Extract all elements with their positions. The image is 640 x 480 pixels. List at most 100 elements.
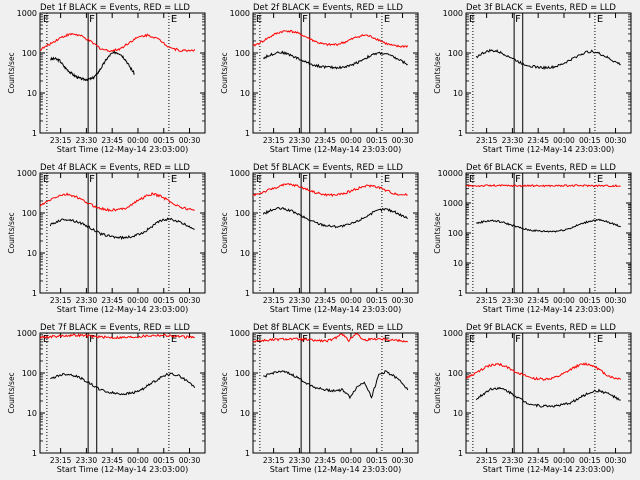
marker-label-e-left: E bbox=[469, 174, 475, 185]
marker-label-f: F bbox=[515, 14, 521, 25]
y-tick-label: 10 bbox=[27, 249, 37, 258]
plot-frame bbox=[39, 12, 206, 134]
x-tick-label: 23:45 bbox=[527, 136, 549, 145]
marker-label-f: F bbox=[302, 174, 308, 185]
y-tick-label: 1 bbox=[458, 449, 463, 458]
x-axis-label: Start Time (12-May-14 23:03:00) bbox=[483, 305, 614, 314]
x-tick-label: 00:15 bbox=[366, 136, 388, 145]
marker-label-e-left: E bbox=[256, 174, 262, 185]
x-tick-label: 00:30 bbox=[605, 456, 627, 465]
marker-label-f: F bbox=[89, 174, 95, 185]
plot-frame bbox=[252, 172, 419, 294]
series-events-line bbox=[475, 386, 621, 408]
y-tick-label: 1 bbox=[458, 129, 463, 138]
marker-label-e-left: E bbox=[256, 334, 262, 345]
x-tick-label: 00:00 bbox=[553, 136, 575, 145]
x-tick-label: 00:15 bbox=[153, 456, 175, 465]
x-tick-label: 23:45 bbox=[101, 456, 123, 465]
x-tick-label: 00:30 bbox=[605, 296, 627, 305]
x-tick-label: 00:30 bbox=[179, 136, 201, 145]
series-lld-line bbox=[39, 333, 195, 340]
x-tick-label: 23:30 bbox=[289, 296, 311, 305]
y-axis-label: Counts/sec bbox=[220, 372, 229, 413]
plot-frame bbox=[252, 332, 419, 454]
x-tick-label: 00:15 bbox=[579, 136, 601, 145]
x-tick-label: 23:15 bbox=[50, 136, 72, 145]
x-tick-label: 00:30 bbox=[392, 456, 414, 465]
x-tick-label: 00:00 bbox=[127, 136, 149, 145]
y-tick-label: 1000 bbox=[230, 9, 250, 18]
x-tick-label: 00:00 bbox=[553, 296, 575, 305]
y-tick-label: 100 bbox=[448, 229, 463, 238]
series-events-line bbox=[50, 372, 196, 396]
y-tick-label: 100 bbox=[448, 369, 463, 378]
x-tick-label: 00:15 bbox=[579, 456, 601, 465]
x-axis-label: Start Time (12-May-14 23:03:00) bbox=[57, 305, 188, 314]
x-axis-label: Start Time (12-May-14 23:03:00) bbox=[483, 465, 614, 474]
y-axis-label: Counts/sec bbox=[7, 212, 16, 253]
marker-label-e-left: E bbox=[469, 14, 475, 25]
series-lld-line bbox=[252, 29, 409, 49]
x-tick-label: 23:15 bbox=[476, 456, 498, 465]
series-lld-line bbox=[465, 362, 622, 381]
y-tick-label: 1000 bbox=[230, 169, 250, 178]
x-tick-label: 00:15 bbox=[153, 136, 175, 145]
series-lld-line bbox=[39, 32, 196, 53]
y-tick-label: 100 bbox=[22, 209, 37, 218]
y-tick-label: 100 bbox=[235, 369, 250, 378]
y-tick-label: 1000 bbox=[443, 199, 463, 208]
y-tick-label: 10 bbox=[453, 89, 463, 98]
x-tick-label: 23:30 bbox=[289, 136, 311, 145]
y-axis-label: Counts/sec bbox=[433, 212, 442, 253]
y-axis-label: Counts/sec bbox=[433, 52, 442, 93]
panel-title: Det 2f BLACK = Events, RED = LLD bbox=[253, 3, 403, 13]
x-tick-label: 00:00 bbox=[553, 456, 575, 465]
x-axis-label: Start Time (12-May-14 23:03:00) bbox=[57, 465, 188, 474]
marker-label-e-right: E bbox=[384, 14, 390, 25]
y-tick-label: 10 bbox=[240, 409, 250, 418]
y-tick-label: 1000 bbox=[443, 329, 463, 338]
y-axis-label: Counts/sec bbox=[220, 212, 229, 253]
x-tick-label: 00:00 bbox=[340, 296, 362, 305]
x-tick-label: 00:15 bbox=[153, 296, 175, 305]
marker-label-f: F bbox=[89, 334, 95, 345]
marker-label-e-left: E bbox=[43, 334, 49, 345]
plot-frame bbox=[252, 12, 419, 134]
series-events-line bbox=[263, 370, 409, 400]
x-axis-label: Start Time (12-May-14 23:03:00) bbox=[57, 145, 188, 154]
marker-label-f: F bbox=[302, 14, 308, 25]
series-events-line bbox=[262, 206, 408, 229]
x-tick-label: 00:30 bbox=[179, 456, 201, 465]
panel-title: Det 6f BLACK = Events, RED = LLD bbox=[466, 163, 616, 173]
marker-label-e-left: E bbox=[43, 14, 49, 25]
x-tick-label: 23:15 bbox=[50, 296, 72, 305]
x-tick-label: 23:30 bbox=[289, 456, 311, 465]
x-tick-label: 23:45 bbox=[527, 456, 549, 465]
x-axis-label: Start Time (12-May-14 23:03:00) bbox=[270, 465, 401, 474]
y-tick-label: 1 bbox=[32, 449, 37, 458]
marker-label-e-right: E bbox=[597, 334, 603, 345]
y-axis-label: Counts/sec bbox=[220, 52, 229, 93]
x-tick-label: 00:30 bbox=[392, 296, 414, 305]
x-tick-label: 23:45 bbox=[314, 296, 336, 305]
x-tick-label: 00:30 bbox=[179, 296, 201, 305]
panel-title: Det 4f BLACK = Events, RED = LLD bbox=[40, 163, 190, 173]
y-tick-label: 100 bbox=[448, 49, 463, 58]
series-lld-line bbox=[39, 191, 195, 213]
x-axis-label: Start Time (12-May-14 23:03:00) bbox=[270, 145, 401, 154]
x-axis-label: Start Time (12-May-14 23:03:00) bbox=[483, 145, 614, 154]
x-tick-label: 00:00 bbox=[340, 456, 362, 465]
series-events-line bbox=[475, 48, 621, 70]
y-tick-label: 1 bbox=[32, 129, 37, 138]
marker-label-e-right: E bbox=[171, 14, 177, 25]
marker-label-e-right: E bbox=[597, 14, 603, 25]
x-tick-label: 23:30 bbox=[76, 136, 98, 145]
y-tick-label: 1 bbox=[245, 129, 250, 138]
panel-title: Det 5f BLACK = Events, RED = LLD bbox=[253, 163, 403, 173]
marker-label-e-left: E bbox=[469, 334, 475, 345]
panel-title: Det 1f BLACK = Events, RED = LLD bbox=[40, 3, 190, 13]
